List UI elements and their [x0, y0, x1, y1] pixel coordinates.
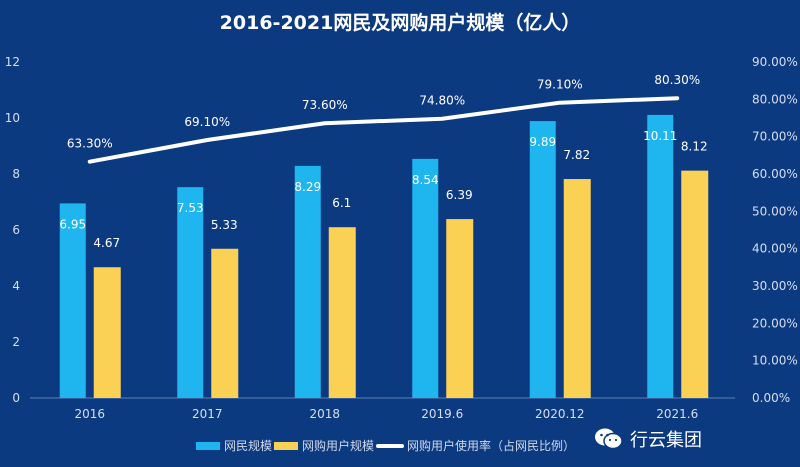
- bar-label-shoppers: 5.33: [211, 218, 238, 232]
- line-label-usage-rate: 79.10%: [537, 78, 583, 92]
- y-tick-label: 6: [12, 223, 20, 237]
- line-usage-rate: [87, 96, 680, 164]
- y2-tick-label: 80.00%: [752, 92, 798, 106]
- y2-tick-label: 50.00%: [752, 204, 798, 218]
- legend-swatch-blue: [196, 441, 220, 450]
- bar-netizens: [412, 158, 439, 398]
- bar-label-shoppers: 8.12: [681, 140, 708, 154]
- bar-netizens: [294, 165, 321, 398]
- bar-shoppers: [328, 227, 356, 398]
- bar-label-netizens: 9.89: [529, 135, 556, 149]
- bar-label-shoppers: 6.1: [332, 196, 351, 210]
- legend-item-netizens: 网民规模: [196, 437, 272, 454]
- y-tick-label: 12: [5, 55, 20, 69]
- y2-tick-label: 70.00%: [752, 130, 798, 144]
- y2-tick-label: 0.00%: [752, 391, 790, 405]
- x-tick-label: 2019.6: [421, 407, 463, 421]
- y-tick-label: 0: [12, 391, 20, 405]
- bar-label-shoppers: 7.82: [563, 148, 590, 162]
- y2-tick-label: 10.00%: [752, 354, 798, 368]
- watermark: 行云集团: [594, 426, 702, 452]
- legend-label: 网民规模: [224, 439, 273, 453]
- x-tick-label: 2020.12: [535, 407, 585, 421]
- y-tick-label: 8: [12, 167, 20, 181]
- legend-label: 网购用户规模: [302, 439, 375, 453]
- x-tick-label: 2021.6: [656, 407, 698, 421]
- bar-netizens: [529, 121, 556, 398]
- y2-tick-label: 20.00%: [752, 316, 798, 330]
- line-label-usage-rate: 74.80%: [419, 94, 465, 108]
- bar-label-netizens: 8.29: [294, 180, 321, 194]
- line-label-usage-rate: 63.30%: [67, 137, 113, 151]
- bar-netizens: [647, 114, 674, 399]
- y-tick-label: 4: [12, 279, 20, 293]
- bar-shoppers: [563, 179, 591, 398]
- x-tick-label: 2018: [309, 407, 340, 421]
- y2-tick-label: 30.00%: [752, 279, 798, 293]
- bar-label-netizens: 10.11: [643, 129, 677, 143]
- watermark-text: 行云集团: [630, 430, 702, 451]
- y2-tick-label: 60.00%: [752, 167, 798, 181]
- y2-tick-label: 40.00%: [752, 242, 798, 256]
- wechat-icon: [595, 428, 623, 450]
- y-tick-label: 10: [5, 111, 20, 125]
- chart-title: 2016-2021网民及网购用户规模（亿人）: [219, 12, 581, 34]
- legend: 网民规模 网购用户规模 网购用户使用率（占网民比例）: [196, 437, 577, 454]
- bar-shoppers: [211, 248, 239, 398]
- y-tick-label: 2: [12, 335, 20, 349]
- legend-item-shoppers: 网购用户规模: [274, 437, 374, 454]
- bar-label-shoppers: 4.67: [93, 236, 120, 250]
- bar-shoppers: [93, 267, 121, 398]
- y2-tick-label: 90.00%: [752, 55, 798, 69]
- bar-netizens: [59, 203, 86, 398]
- line-label-usage-rate: 69.10%: [184, 115, 230, 129]
- legend-item-rate: 网购用户使用率（占网民比例）: [376, 437, 575, 454]
- bar-label-netizens: 7.53: [177, 201, 204, 215]
- bar-netizens: [177, 187, 204, 398]
- bar-shoppers: [681, 170, 709, 398]
- x-tick-label: 2017: [192, 407, 223, 421]
- x-tick-label: 2016: [74, 407, 105, 421]
- bar-label-netizens: 8.54: [412, 173, 439, 187]
- legend-swatch-line: [376, 443, 405, 448]
- bar-shoppers: [446, 219, 474, 398]
- line-label-usage-rate: 73.60%: [302, 98, 348, 112]
- line-label-usage-rate: 80.30%: [654, 73, 700, 87]
- bar-label-netizens: 6.95: [59, 217, 86, 231]
- legend-swatch-yellow: [274, 441, 299, 450]
- bar-label-shoppers: 6.39: [446, 188, 473, 202]
- legend-label: 网购用户使用率（占网民比例）: [407, 439, 576, 453]
